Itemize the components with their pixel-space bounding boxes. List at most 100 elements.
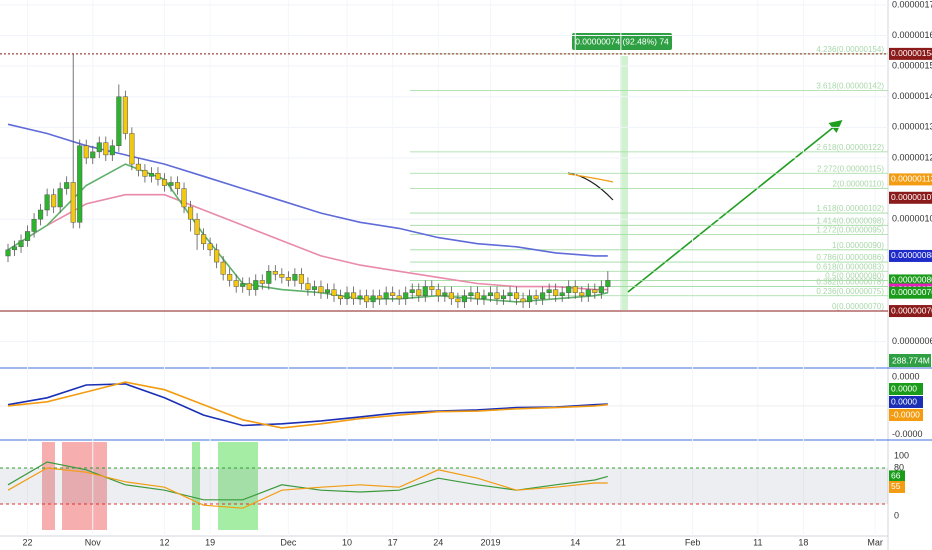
x-tick-label: Feb — [685, 537, 701, 547]
x-tick-label: 24 — [433, 537, 443, 547]
candle-body — [11, 246, 18, 251]
indicator-tag-box — [889, 409, 923, 421]
x-tick-label: 17 — [388, 537, 398, 547]
candle-body — [370, 295, 376, 303]
fib-label: 1(0.00000090) — [832, 241, 884, 250]
candle-body — [188, 206, 194, 220]
candle-body — [559, 292, 565, 296]
price-tag-box — [889, 173, 932, 186]
x-tick-label: 10 — [342, 537, 352, 547]
candle-body — [344, 292, 350, 300]
y-tick-label: 80 — [894, 462, 904, 472]
price-tag: 0.00000070 — [891, 305, 932, 315]
candle-body — [161, 179, 168, 186]
x-tick-label: 22 — [23, 537, 33, 547]
drawing — [567, 173, 614, 183]
overbought-zone — [62, 442, 107, 530]
candle-body — [416, 289, 422, 296]
fib-label: 0(0.00000070) — [832, 302, 884, 311]
y-tick-label: 0.00000120 — [892, 152, 932, 162]
y-tick-label: 0.0000 — [892, 371, 920, 381]
projection-band — [620, 56, 628, 310]
candle-body — [605, 280, 611, 287]
price-tag: 0.00000088 — [891, 250, 932, 260]
oversold-zone — [192, 442, 200, 530]
fib-label: 2.618(0.00000122) — [816, 143, 884, 152]
fib-label: 1.618(0.00000102) — [816, 204, 884, 213]
candle-body — [546, 289, 552, 293]
candle-body — [442, 292, 448, 296]
volume-tag: 288.774M — [892, 355, 930, 365]
candle-body — [409, 289, 415, 293]
candle-body — [259, 280, 265, 284]
candle-body — [533, 295, 539, 300]
candle-body — [500, 295, 507, 300]
candle-body — [403, 292, 409, 300]
rsi-band — [0, 467, 888, 504]
candle-body — [168, 182, 174, 186]
fib-label: 4.236(0.00000154) — [816, 45, 884, 54]
price-tag-box — [889, 47, 932, 60]
candle-body — [116, 96, 122, 146]
candle-body — [383, 292, 389, 300]
candle-body — [227, 274, 233, 281]
candle-body — [220, 261, 226, 275]
candle-body — [448, 292, 454, 300]
rsi-line — [7, 461, 608, 501]
candle-body — [64, 182, 70, 189]
price-tag: 0.00000080 — [891, 275, 932, 285]
drawing — [567, 172, 614, 201]
candle-body — [357, 295, 363, 300]
fib-label: 0.618(0.00000083) — [816, 262, 884, 271]
candle-body — [396, 295, 402, 300]
candle-body — [96, 142, 102, 153]
y-tick-label: 100 — [894, 450, 909, 460]
indicator-tag-box — [889, 470, 905, 483]
candle-body — [390, 292, 396, 296]
volume-tag-box — [889, 354, 931, 367]
x-tick-label: 21 — [616, 537, 626, 547]
candle-body — [305, 283, 311, 290]
trend-arrow — [627, 119, 843, 293]
candle-body — [331, 289, 337, 296]
candle-body — [292, 274, 298, 281]
candle-body — [520, 298, 526, 303]
candle-body — [553, 289, 559, 296]
candle-body — [38, 209, 44, 220]
candle-body — [103, 142, 109, 156]
indicator-tag: 66 — [891, 471, 901, 481]
y-tick-label: -0.0000 — [892, 429, 923, 439]
candle-body — [148, 173, 154, 177]
candle-body — [90, 151, 96, 159]
indicator-tag: 0.0000 — [891, 396, 917, 406]
candle-body — [214, 249, 220, 263]
price-tag: 0.00000154 — [891, 48, 932, 58]
x-tick-label: 18 — [798, 537, 808, 547]
candle-body — [377, 295, 383, 300]
candle-body — [70, 182, 76, 223]
candle-body — [18, 240, 24, 248]
x-tick-label: 2019 — [480, 537, 500, 547]
candle-body — [468, 292, 474, 296]
candle-body — [540, 292, 546, 300]
price-tag-box — [889, 249, 932, 262]
y-tick-label: 0.00000060 — [892, 336, 932, 346]
indicator-tag-box — [889, 383, 923, 395]
candle-body — [579, 292, 585, 296]
candle-body — [487, 292, 494, 296]
candle-body — [592, 289, 598, 293]
candle-body — [337, 295, 344, 300]
rsi-line — [7, 467, 608, 509]
candle-body — [240, 283, 246, 287]
candle-body — [142, 169, 148, 177]
y-tick-label: 0.00000160 — [892, 30, 932, 40]
candle-body — [364, 295, 370, 303]
x-tick-label: Mar — [867, 537, 883, 547]
price-tag-box — [889, 305, 932, 318]
price-tag-box — [889, 286, 932, 299]
moving-average — [46, 193, 608, 291]
candle-body — [494, 292, 500, 300]
macd-line — [7, 381, 608, 429]
candle-body — [481, 295, 487, 300]
